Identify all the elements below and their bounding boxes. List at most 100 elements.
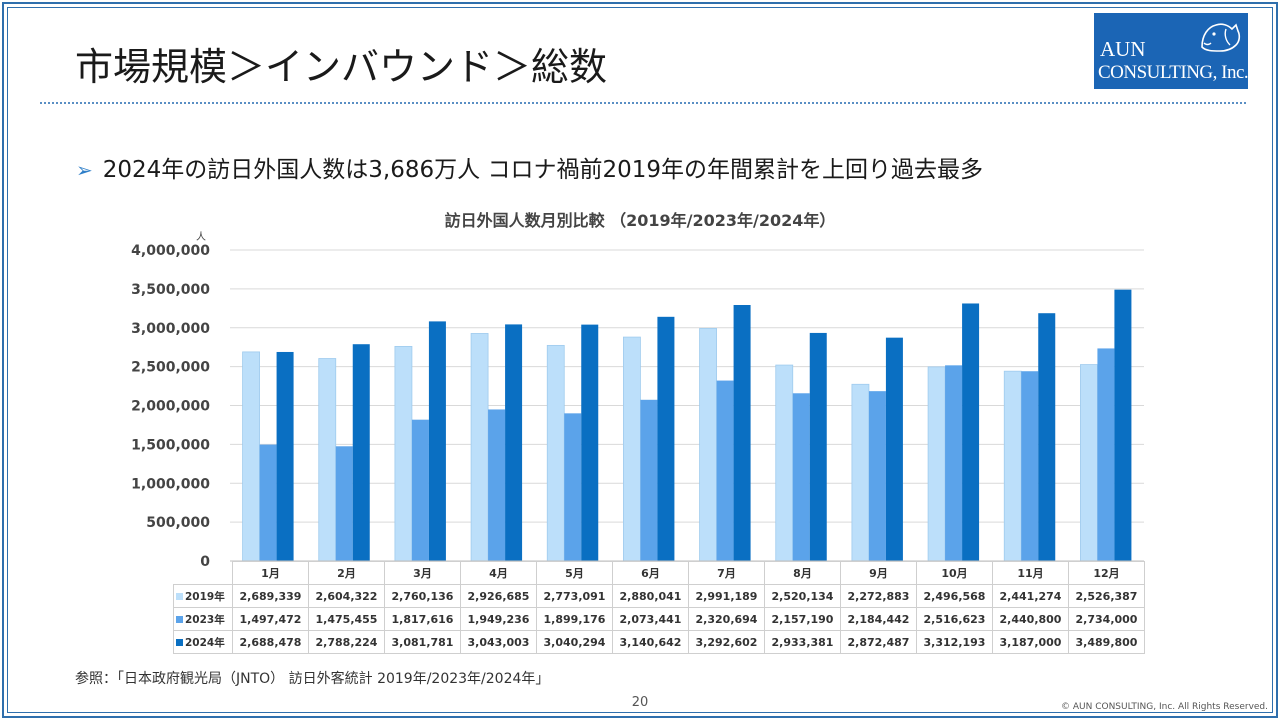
key-finding-text: 2024年の訪日外国人数は3,686万人 コロナ禍前2019年の年間累計を上回り…	[102, 157, 983, 183]
x-tick-label: 5月	[536, 561, 613, 585]
bar-2019年-1月	[242, 351, 260, 562]
bar-2019年-2月	[318, 358, 337, 562]
bar-2023年-1月	[259, 444, 277, 561]
x-tick-label: 6月	[612, 561, 689, 585]
data-label: 2,440,800	[992, 607, 1069, 631]
dog-icon	[1201, 23, 1241, 52]
data-label: 2,689,339	[232, 584, 309, 608]
data-label: 2,526,387	[1068, 584, 1145, 608]
data-label: 2,272,883	[840, 584, 917, 608]
copyright-notice: © AUN CONSULTING, Inc. All Rights Reserv…	[1061, 702, 1268, 712]
bar-2024年-5月	[581, 324, 599, 561]
table-row: 2023年 1,497,472 1,475,455 1,817,616 1,949,23…	[173, 607, 1145, 631]
bar-2019年-4月	[470, 333, 489, 562]
slide-frame-inner	[7, 7, 1273, 713]
legend-color-key	[176, 593, 183, 600]
y-tick-label: 0	[200, 554, 210, 570]
data-label: 3,312,193	[916, 630, 993, 654]
table-row: 2019年 2,689,339 2,604,322 2,760,136 2,926,68…	[173, 584, 1145, 608]
table-header-row: 1月 2月 3月 4月 5月 6月 7月 8月 9月 10月 11月 12月	[174, 561, 1145, 585]
bar-2023年-12月	[1097, 348, 1115, 561]
bar-2024年-11月	[1038, 313, 1056, 561]
data-label: 2,604,322	[308, 584, 385, 608]
x-tick-label: 10月	[916, 561, 993, 585]
bar-2019年-9月	[851, 383, 870, 562]
data-label: 2,880,041	[612, 584, 689, 608]
y-tick-label: 1,500,000	[131, 437, 210, 453]
x-tick-label: 9月	[840, 561, 917, 585]
arrow-bullet-icon: ➢	[76, 158, 93, 182]
legend-label: 2024年	[185, 636, 225, 649]
x-tick-label: 8月	[764, 561, 841, 585]
data-label: 1,899,176	[536, 607, 613, 631]
bar-2019年-11月	[1003, 370, 1022, 562]
y-tick-label: 2,500,000	[131, 360, 210, 376]
data-label: 3,489,800	[1068, 630, 1145, 654]
legend-label: 2023年	[185, 613, 225, 626]
y-tick-label: 2,000,000	[131, 399, 210, 415]
x-tick-label: 3月	[384, 561, 461, 585]
data-label: 2,073,441	[612, 607, 689, 631]
data-label: 2,184,442	[840, 607, 917, 631]
slide-title: 市場規模＞インバウンド＞総数	[75, 45, 608, 89]
bar-2024年-10月	[962, 303, 980, 561]
page-number: 20	[631, 695, 649, 710]
bar-2024年-2月	[352, 344, 370, 561]
bar-2023年-9月	[868, 391, 886, 561]
bar-2019年-10月	[927, 366, 946, 562]
data-label: 1,949,236	[460, 607, 537, 631]
logo-text-aun: AUN	[1100, 37, 1146, 61]
data-label: 2,760,136	[384, 584, 461, 608]
data-label: 2,734,000	[1068, 607, 1145, 631]
bar-2024年-4月	[505, 324, 523, 561]
data-label: 1,475,455	[308, 607, 385, 631]
data-label: 3,043,003	[460, 630, 537, 654]
x-tick-label: 1月	[232, 561, 309, 585]
y-axis-unit: 人	[196, 231, 206, 243]
logo-text-consulting: CONSULTING, Inc.	[1098, 62, 1249, 83]
bar-2019年-6月	[623, 336, 641, 562]
bar-2023年-8月	[792, 393, 810, 561]
x-tick-label: 12月	[1068, 561, 1145, 585]
title-divider	[40, 102, 1246, 104]
data-label: 2,991,189	[688, 584, 765, 608]
bar-2019年-7月	[699, 328, 717, 562]
bar-2023年-2月	[335, 446, 353, 561]
y-tick-label: 3,000,000	[131, 321, 210, 337]
bar-2024年-12月	[1114, 289, 1132, 561]
bar-2024年-6月	[657, 316, 675, 561]
company-logo: AUN CONSULTING, Inc.	[1094, 13, 1249, 89]
data-label: 2,773,091	[536, 584, 613, 608]
x-tick-label: 7月	[688, 561, 765, 585]
bar-2024年-3月	[428, 321, 446, 561]
bar-2019年-3月	[394, 345, 413, 562]
data-label: 2,516,623	[916, 607, 993, 631]
key-finding-bullet: ➢ 2024年の訪日外国人数は3,686万人 コロナ禍前2019年の年間累計を上回…	[76, 150, 983, 184]
y-tick-label: 3,500,000	[131, 282, 210, 298]
bar-2024年-8月	[809, 332, 827, 561]
data-label: 2,520,134	[764, 584, 841, 608]
legend-label: 2019年	[185, 590, 225, 603]
data-label: 1,497,472	[232, 607, 309, 631]
source-note: 参照：「日本政府観光局（JNTO） 訪日外客統計 2019年/2023年/202…	[75, 671, 550, 687]
data-label: 2,872,487	[840, 630, 917, 654]
bar-2024年-9月	[885, 337, 903, 561]
x-tick-label: 2月	[308, 561, 385, 585]
legend-color-key	[176, 639, 183, 646]
bar-2023年-10月	[945, 365, 963, 561]
bar-2024年-7月	[733, 305, 751, 561]
bar-2023年-5月	[564, 413, 582, 561]
y-tick-label: 500,000	[146, 515, 210, 531]
y-tick-label: 1,000,000	[131, 476, 210, 492]
data-label: 2,157,190	[764, 607, 841, 631]
data-label: 2,496,568	[916, 584, 993, 608]
data-label: 2,441,274	[992, 584, 1069, 608]
x-tick-label: 4月	[460, 561, 537, 585]
data-label: 2,320,694	[688, 607, 765, 631]
table-row: 2024年 2,688,478 2,788,224 3,081,781 3,043,00…	[173, 630, 1145, 654]
legend-entry: 2024年	[173, 630, 233, 654]
y-tick-label: 4,000,000	[131, 243, 210, 259]
data-label: 3,040,294	[536, 630, 613, 654]
